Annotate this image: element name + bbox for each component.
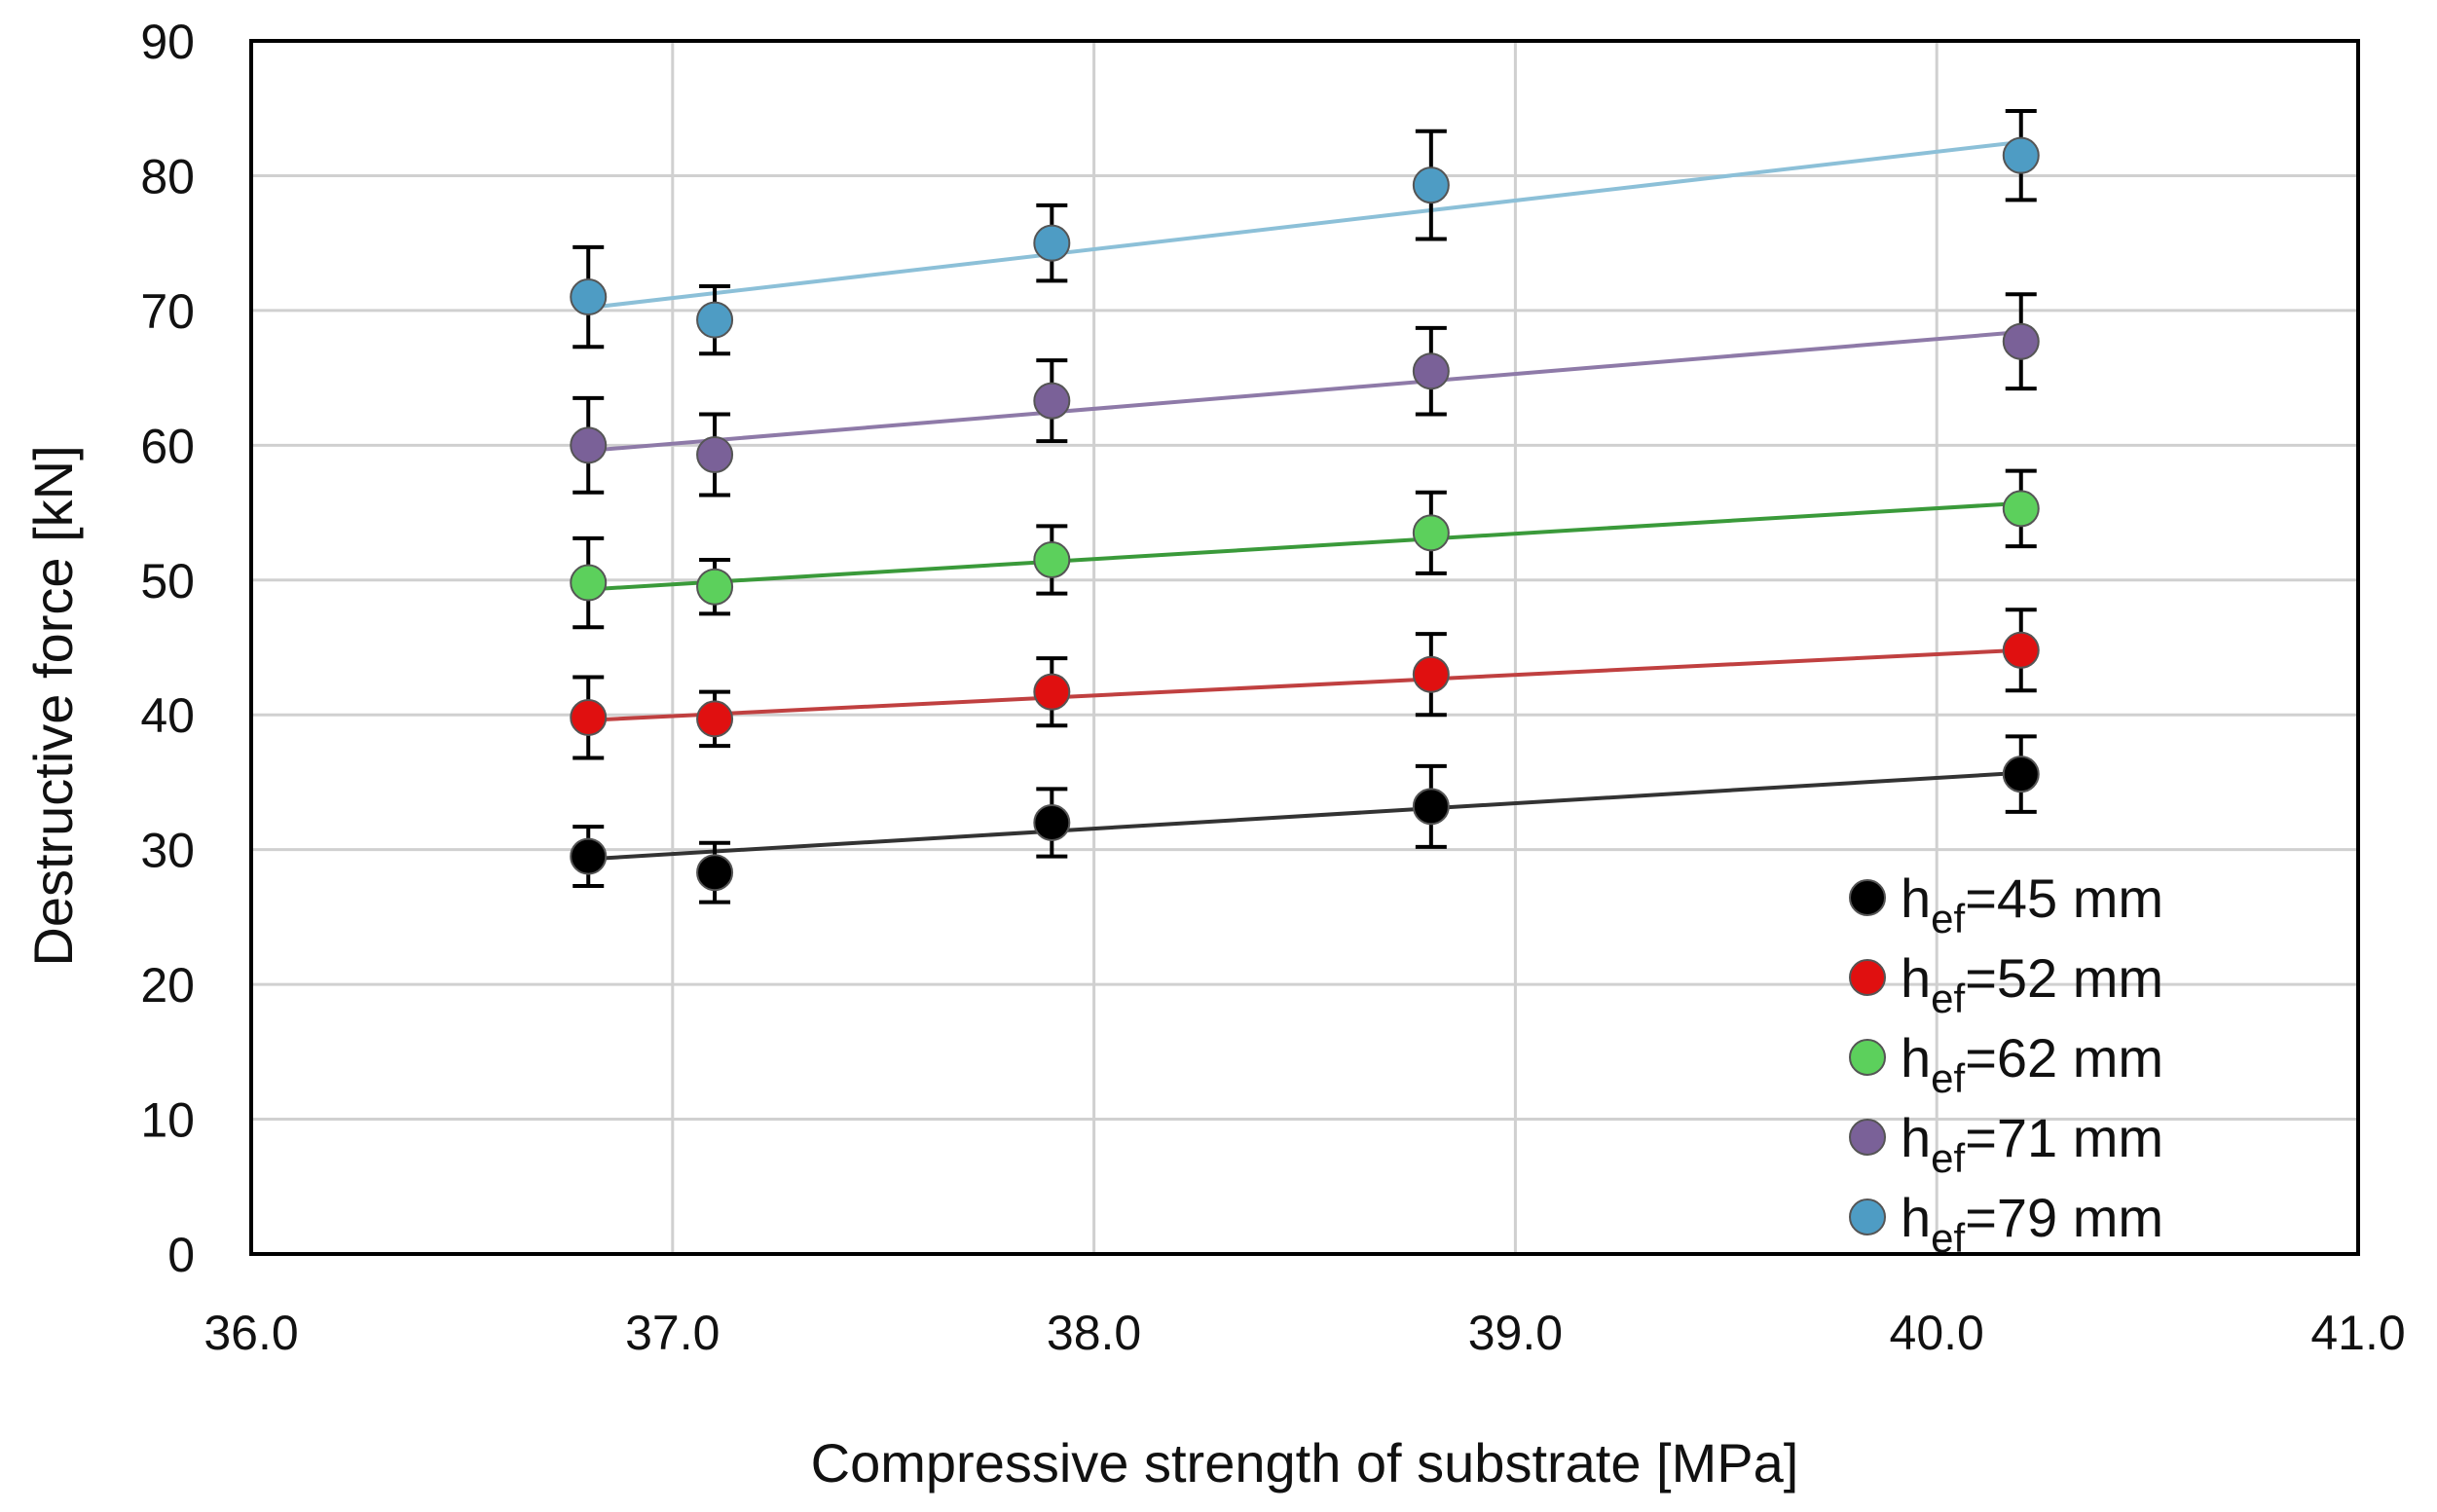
data-point bbox=[570, 278, 608, 316]
legend-label: hef=79 mm bbox=[1901, 1187, 2163, 1261]
data-point bbox=[1033, 803, 1071, 841]
x-tick-label: 38.0 bbox=[1047, 1306, 1141, 1360]
data-point bbox=[1033, 224, 1071, 262]
trend-line bbox=[588, 330, 2021, 453]
trend-lines bbox=[588, 139, 2021, 862]
legend-item: hef=45 mm bbox=[1849, 867, 2163, 941]
data-point bbox=[696, 700, 734, 738]
y-tick-label: 70 bbox=[140, 284, 195, 339]
x-tick-label: 36.0 bbox=[203, 1306, 298, 1360]
data-point bbox=[1412, 788, 1450, 826]
y-tick-label: 50 bbox=[140, 554, 195, 608]
data-point bbox=[1033, 673, 1071, 711]
legend-marker bbox=[1849, 879, 1886, 916]
data-point bbox=[1033, 382, 1071, 420]
data-point bbox=[2002, 490, 2040, 528]
y-tick-label: 0 bbox=[167, 1228, 195, 1282]
data-point bbox=[696, 301, 734, 339]
legend-item: hef=62 mm bbox=[1849, 1027, 2163, 1101]
legend-item: hef=71 mm bbox=[1849, 1107, 2163, 1181]
data-points bbox=[570, 136, 2040, 892]
data-point bbox=[696, 436, 734, 474]
data-point bbox=[570, 837, 608, 875]
trend-line bbox=[588, 500, 2021, 592]
legend-marker bbox=[1849, 959, 1886, 996]
data-point bbox=[1412, 514, 1450, 552]
data-point bbox=[2002, 322, 2040, 360]
legend-item: hef=79 mm bbox=[1849, 1187, 2163, 1261]
trend-line bbox=[588, 647, 2021, 722]
data-point bbox=[570, 426, 608, 464]
x-tick-label: 40.0 bbox=[1890, 1306, 1984, 1360]
legend-item: hef=52 mm bbox=[1849, 947, 2163, 1021]
y-axis-label: Destructive force [kN] bbox=[22, 445, 84, 966]
x-tick-label: 37.0 bbox=[625, 1306, 720, 1360]
y-tick-label: 30 bbox=[140, 824, 195, 878]
data-point bbox=[1033, 541, 1071, 579]
legend-label: hef=71 mm bbox=[1901, 1107, 2163, 1181]
plot-frame bbox=[249, 39, 2360, 1256]
data-point bbox=[1412, 655, 1450, 693]
y-tick-labels: 0 10 20 30 40 50 60 70 80 90 bbox=[140, 15, 195, 1282]
legend-label: hef=45 mm bbox=[1901, 867, 2163, 941]
trend-line bbox=[588, 770, 2021, 862]
data-point bbox=[1412, 166, 1450, 204]
data-point bbox=[2002, 631, 2040, 669]
x-tick-label: 39.0 bbox=[1468, 1306, 1563, 1360]
data-point bbox=[570, 564, 608, 602]
data-point bbox=[696, 854, 734, 892]
data-point bbox=[2002, 136, 2040, 174]
x-tick-label: 41.0 bbox=[2310, 1306, 2405, 1360]
legend-label: hef=62 mm bbox=[1901, 1027, 2163, 1101]
legend-marker bbox=[1849, 1039, 1886, 1076]
y-tick-label: 20 bbox=[140, 958, 195, 1013]
legend-label: hef=52 mm bbox=[1901, 947, 2163, 1021]
data-point bbox=[1412, 352, 1450, 390]
y-tick-label: 60 bbox=[140, 419, 195, 473]
y-tick-label: 80 bbox=[140, 149, 195, 203]
legend-marker bbox=[1849, 1119, 1886, 1156]
y-tick-label: 90 bbox=[140, 15, 195, 69]
data-point bbox=[2002, 756, 2040, 793]
y-tick-label: 40 bbox=[140, 688, 195, 743]
y-tick-label: 10 bbox=[140, 1093, 195, 1148]
x-tick-labels: 36.0 37.0 38.0 39.0 40.0 41.0 bbox=[203, 1306, 2405, 1360]
legend-marker bbox=[1849, 1199, 1886, 1235]
trend-line bbox=[588, 139, 2021, 311]
data-point bbox=[570, 698, 608, 736]
x-axis-label: Compressive strength of substrate [MPa] bbox=[811, 1432, 1799, 1494]
data-point bbox=[696, 568, 734, 606]
